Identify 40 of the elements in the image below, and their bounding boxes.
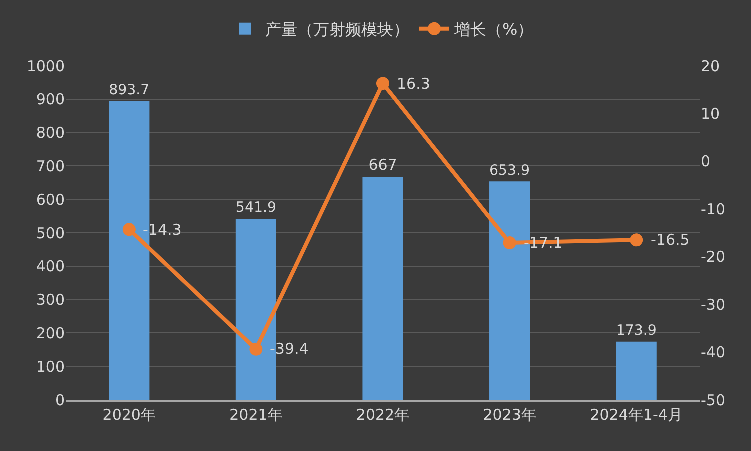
- x-tick-label: 2023年: [483, 406, 536, 424]
- y2-tick-label: -30: [701, 296, 726, 314]
- y2-tick-label: -20: [701, 248, 726, 266]
- legend-label: 增长（%）: [454, 20, 534, 40]
- x-tick-label: 2020年: [102, 406, 156, 424]
- y-tick-label: 900: [36, 90, 65, 109]
- data-label: 653.9: [490, 162, 530, 179]
- x-tick-label: 2024年1-4月: [590, 406, 683, 424]
- legend-label: 产量（万射频模块）: [266, 20, 410, 40]
- data-label: -16.5: [651, 231, 690, 249]
- y2-tick-label: -40: [701, 344, 726, 362]
- y-tick-label: 200: [36, 324, 65, 342]
- point: [376, 77, 390, 90]
- y-tick-label: 1000: [26, 57, 65, 76]
- point: [503, 236, 516, 250]
- point: [250, 342, 263, 356]
- y-tick-label: 600: [36, 190, 65, 209]
- point: [122, 223, 136, 236]
- point: [630, 234, 644, 247]
- y-tick-label: 500: [36, 224, 65, 242]
- data-label: 893.7: [109, 82, 150, 99]
- bar: [616, 342, 657, 400]
- y2-tick-label: 20: [701, 57, 720, 76]
- y-tick-label: 100: [36, 358, 65, 376]
- data-label: 16.3: [397, 75, 430, 93]
- data-label: 667: [368, 156, 398, 174]
- y-tick-label: 300: [36, 291, 65, 310]
- x-tick-label: 2021年: [230, 406, 283, 424]
- data-label: 173.9: [616, 323, 657, 340]
- y2-tick-label: -50: [701, 391, 726, 410]
- y2-tick-label: -10: [701, 200, 726, 218]
- y2-tick-label: 10: [701, 104, 720, 123]
- x-tick-label: 2022年: [356, 406, 410, 424]
- data-label: 541.9: [236, 200, 276, 216]
- y-tick-label: 800: [36, 124, 65, 142]
- y-tick-label: 700: [36, 157, 65, 176]
- y-tick-label: 0: [55, 391, 65, 410]
- bar: [362, 177, 404, 400]
- y2-tick-label: 0: [701, 152, 711, 171]
- y-tick-label: 400: [36, 258, 65, 276]
